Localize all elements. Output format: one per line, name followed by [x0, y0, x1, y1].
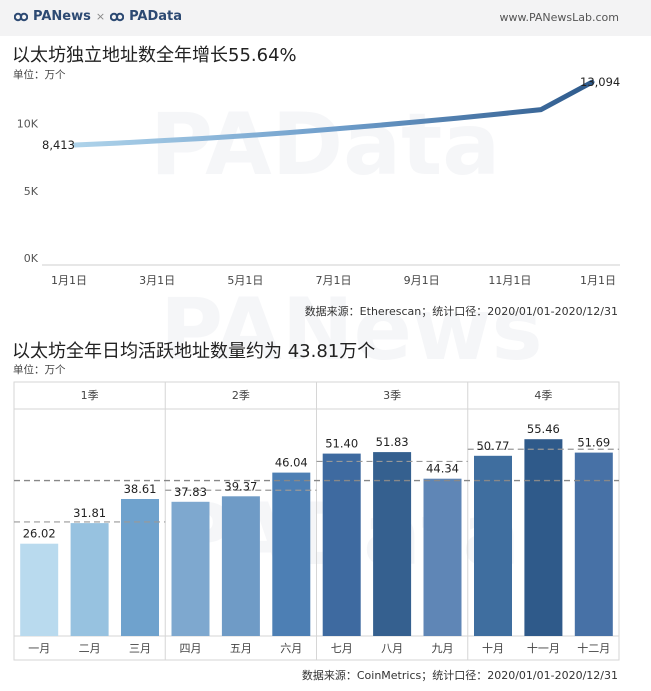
bar-三月 [121, 499, 159, 636]
bar-value-label: 51.69 [577, 436, 610, 450]
bar-value-label: 55.46 [527, 422, 560, 436]
quarter-label: 3季 [383, 389, 401, 402]
bar-十月 [474, 455, 512, 636]
brand-separator: × [95, 10, 106, 23]
y-tick-label: 0K [24, 252, 39, 265]
brand-padata: PAData [129, 9, 183, 24]
bar-value-label: 50.77 [476, 439, 509, 453]
end-value-label: 13,094 [580, 75, 620, 89]
x-tick-label: 1月1日 [580, 274, 616, 287]
series-line [72, 79, 595, 148]
category-label: 十二月 [577, 641, 610, 655]
start-value-label: 8,413 [42, 138, 75, 152]
padata-logo-icon [110, 12, 125, 21]
site-url: www.PANewsLab.com [499, 11, 620, 24]
line-chart: 0K 5K 10K 1月1日 3月1日 5月1日 7月1日 9月1日 11月1日 1月1日 8,… [17, 75, 620, 287]
bar-value-label: 31.81 [73, 506, 106, 520]
chart2-unit: 单位：万个 [13, 364, 66, 376]
bar-九月 [423, 478, 462, 636]
quarter-label: 4季 [534, 389, 552, 402]
bar-八月 [373, 452, 412, 636]
category-label: 一月 [28, 642, 50, 655]
quarter-label: 2季 [232, 389, 250, 402]
x-tick-label: 3月1日 [139, 274, 175, 287]
chart2-title: 以太坊全年日均活跃地址数量约为 43.81万个 [12, 341, 376, 362]
brand-logos: PANews × PAData [14, 9, 182, 24]
bar-六月 [272, 472, 311, 636]
x-tick-label: 11月1日 [488, 274, 531, 287]
category-label: 九月 [432, 642, 454, 655]
category-label: 十月 [482, 641, 504, 655]
chart2-source: 数据来源：CoinMetrics；统计口径：2020/01/01-2020/12… [301, 669, 618, 682]
x-tick-label: 5月1日 [227, 274, 263, 287]
bar-四月 [171, 501, 210, 636]
bar-七月 [322, 453, 361, 636]
category-label: 十一月 [527, 641, 560, 655]
category-label: 七月 [331, 642, 353, 655]
chart1-title: 以太坊独立地址数全年增长55.64% [12, 45, 297, 66]
bar-value-label: 26.02 [23, 527, 56, 541]
chart1-source: 数据来源：Etherescan；统计口径：2020/01/01-2020/12/… [304, 305, 618, 318]
bar-一月 [20, 543, 59, 636]
category-label: 二月 [79, 642, 101, 655]
category-label: 八月 [381, 642, 403, 655]
y-tick-label: 5K [24, 185, 39, 198]
y-tick-label: 10K [17, 118, 39, 131]
chart1-unit: 单位：万个 [13, 69, 66, 81]
category-label: 五月 [230, 642, 252, 655]
bar-value-label: 38.61 [124, 482, 157, 496]
x-tick-label: 1月1日 [51, 274, 87, 287]
bar-十二月 [574, 452, 613, 636]
category-label: 四月 [179, 642, 201, 655]
panews-logo-icon [14, 12, 28, 21]
x-tick-label: 9月1日 [404, 274, 440, 287]
bar-二月 [70, 523, 109, 636]
bar-value-label: 51.40 [325, 437, 358, 451]
category-label: 六月 [280, 642, 302, 655]
category-label: 三月 [129, 642, 151, 655]
bar-value-label: 39.37 [224, 479, 257, 493]
quarter-label: 1季 [81, 389, 99, 402]
brand-header: PANews × PAData www.PANewsLab.com [0, 0, 651, 36]
bar-value-label: 44.34 [426, 462, 459, 476]
bar-五月 [221, 496, 260, 636]
brand-panews: PANews [33, 9, 91, 24]
bar-value-label: 37.83 [174, 485, 207, 499]
x-tick-label: 7月1日 [316, 274, 352, 287]
bar-value-label: 46.04 [275, 456, 308, 470]
bar-value-label: 51.83 [376, 435, 409, 449]
bar-十一月 [524, 439, 563, 636]
